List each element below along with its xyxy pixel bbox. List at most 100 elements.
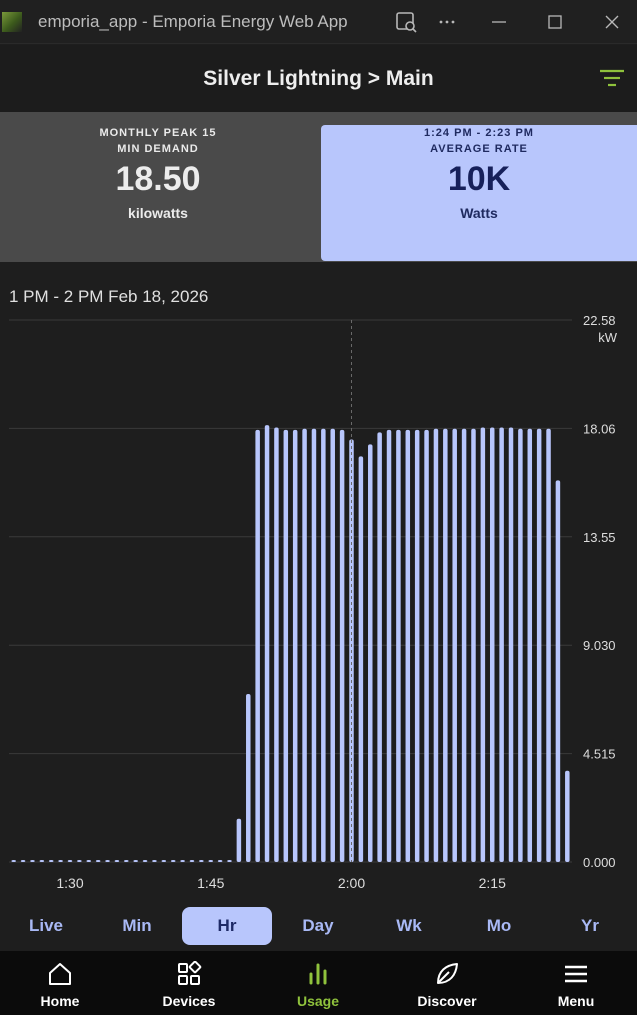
chart-bar[interactable] (264, 425, 270, 862)
chart-bar[interactable] (452, 428, 457, 862)
chart-bar[interactable] (48, 860, 54, 862)
chart-bar[interactable] (105, 860, 110, 862)
chart-bar[interactable] (536, 428, 542, 862)
chart-bar[interactable] (11, 860, 16, 862)
chart-bar[interactable] (95, 860, 101, 862)
minimize-icon[interactable] (484, 8, 514, 36)
range-hr[interactable]: Hr (182, 907, 272, 945)
nav-discover[interactable]: Discover (387, 951, 507, 1015)
chart-bar[interactable] (142, 860, 148, 862)
chart-bar[interactable] (292, 429, 298, 862)
nav-devices[interactable]: Devices (129, 951, 249, 1015)
x-tick-label: 1:30 (56, 875, 83, 891)
range-mo[interactable]: Mo (486, 916, 512, 935)
chart-bar[interactable] (77, 860, 82, 862)
rate-unit: Watts (460, 205, 498, 221)
more-options-icon[interactable] (432, 8, 462, 36)
home-icon (49, 963, 71, 985)
chart-bar[interactable] (217, 860, 223, 862)
chart-bar[interactable] (199, 860, 204, 862)
range-yr[interactable]: Yr (581, 916, 599, 935)
time-range-selector: Live Min Hr Day Wk Mo Yr (0, 902, 637, 950)
chart-bar[interactable] (424, 429, 429, 862)
chart-bar[interactable] (39, 860, 45, 862)
rate-label-line1: 1:24 PM - 2:23 PM (424, 127, 534, 139)
breadcrumb[interactable]: Silver Lightning > Main (203, 66, 434, 90)
summary-panel: MONTHLY PEAK 15 MIN DEMAND 18.50 kilowat… (0, 112, 637, 262)
chart-bar[interactable] (527, 428, 533, 862)
usage-chart-panel: 1 PM - 2 PM Feb 18, 2026 0.000 4.515 9.030… (0, 262, 637, 902)
chart-bar[interactable] (170, 860, 176, 862)
average-rate-card[interactable]: 1:24 PM - 2:23 PM AVERAGE RATE 10K Watts (321, 125, 637, 261)
chart-bar[interactable] (124, 860, 129, 862)
chart-bar[interactable] (443, 428, 448, 862)
nav-devices-label: Devices (162, 993, 216, 1009)
nav-usage-label: Usage (296, 993, 340, 1009)
chart-bar[interactable] (405, 429, 411, 862)
y-tick-label: 4.515 (583, 747, 616, 762)
window-title: emporia_app - Emporia Energy Web App (38, 12, 348, 31)
chart-bar[interactable] (321, 428, 326, 862)
window-titlebar: emporia_app - Emporia Energy Web App (0, 0, 637, 44)
chart-bar[interactable] (330, 428, 335, 862)
chart-bar[interactable] (339, 429, 345, 862)
chart-bar[interactable] (414, 429, 420, 862)
range-wk[interactable]: Wk (396, 916, 422, 935)
app-header: Silver Lightning > Main (0, 45, 637, 112)
chart-bar[interactable] (30, 860, 35, 862)
range-live[interactable]: Live (28, 916, 64, 935)
nav-home[interactable]: Home (0, 951, 120, 1015)
chart-bar[interactable] (396, 429, 401, 862)
nav-menu[interactable]: Menu (516, 951, 636, 1015)
filter-icon[interactable] (597, 63, 627, 93)
peak-unit: kilowatts (128, 205, 188, 221)
chart-bar[interactable] (358, 456, 364, 862)
usage-chart-icon (309, 963, 327, 985)
chart-bar[interactable] (311, 428, 317, 862)
chart-bar[interactable] (565, 770, 570, 862)
chart-bar[interactable] (255, 429, 260, 862)
chart-bar[interactable] (180, 860, 185, 862)
chart-bar[interactable] (274, 427, 279, 862)
chart-bar[interactable] (86, 860, 92, 862)
close-icon[interactable] (597, 8, 627, 36)
range-day[interactable]: Day (302, 916, 334, 935)
chart-bar[interactable] (518, 428, 523, 862)
chart-bar[interactable] (377, 432, 382, 862)
chart-bar[interactable] (480, 427, 486, 862)
chart-bar[interactable] (227, 860, 232, 862)
rate-label-line2: AVERAGE RATE (430, 143, 528, 155)
y-tick-label: 13.55 (583, 530, 616, 545)
chart-bar[interactable] (555, 480, 561, 862)
chart-bar[interactable] (302, 428, 307, 862)
chart-bar[interactable] (114, 860, 120, 862)
range-min[interactable]: Min (122, 916, 152, 935)
chart-bar[interactable] (368, 444, 373, 862)
chart-bar[interactable] (471, 428, 476, 862)
chart-bar[interactable] (283, 429, 289, 862)
chart-bar[interactable] (386, 429, 392, 862)
chart-bar[interactable] (58, 860, 63, 862)
cast-icon[interactable] (391, 8, 421, 36)
maximize-icon[interactable] (540, 8, 570, 36)
chart-bar[interactable] (208, 860, 213, 862)
chart-bar[interactable] (67, 860, 73, 862)
usage-chart[interactable]: 0.000 4.515 9.030 13.55 18.06 22.58 kW 1:30 1:4… (0, 262, 637, 902)
chart-bar[interactable] (508, 427, 514, 862)
chart-bar[interactable] (499, 427, 504, 862)
chart-bar[interactable] (189, 860, 195, 862)
chart-bar[interactable] (20, 860, 26, 862)
nav-usage[interactable]: Usage (258, 951, 378, 1015)
chart-bar[interactable] (236, 818, 242, 862)
peak-label-line1: MONTHLY PEAK 15 (99, 127, 217, 139)
chart-bar[interactable] (489, 427, 495, 862)
chart-bar[interactable] (152, 860, 157, 862)
chart-bar[interactable] (133, 860, 138, 862)
chart-bar[interactable] (246, 693, 251, 862)
chart-bar[interactable] (546, 428, 551, 862)
peak-demand-card[interactable]: MONTHLY PEAK 15 MIN DEMAND 18.50 kilowat… (0, 112, 316, 262)
chart-bar[interactable] (461, 428, 467, 862)
chart-bar[interactable] (161, 860, 167, 862)
chart-bar[interactable] (433, 428, 439, 862)
peak-value: 18.50 (115, 160, 201, 198)
